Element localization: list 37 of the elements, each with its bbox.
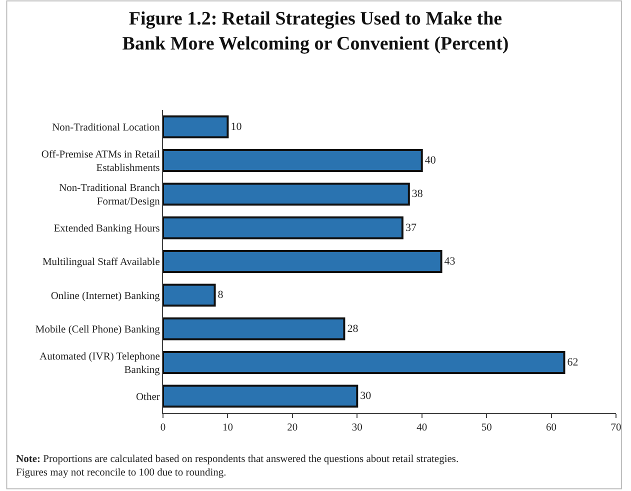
y-tick-label: Non-Traditional Location: [52, 122, 161, 134]
bar: [163, 284, 216, 307]
y-tick-label: Automated (IVR) Telephone Banking: [40, 351, 161, 376]
bar: [163, 317, 346, 340]
data-label: 43: [444, 256, 456, 268]
y-tick-label: Multilingual Staff Available: [42, 257, 160, 268]
bar: [163, 384, 358, 408]
x-tick-label: 30: [352, 422, 362, 434]
y-tick-label: Non-Traditional Branch Format/Design: [59, 183, 161, 208]
bar: [163, 351, 566, 374]
y-tick-label: Off-Premise ATMs in Retail Establishments: [41, 149, 160, 174]
data-label: 40: [424, 154, 436, 166]
x-tick-label: 70: [610, 422, 622, 434]
x-tick-label: 50: [481, 422, 492, 434]
data-label: 38: [412, 188, 424, 200]
x-tick-label: 60: [546, 422, 557, 434]
data-label: 28: [347, 322, 359, 335]
y-tick-label: Mobile (Cell Phone) Banking: [35, 324, 161, 336]
data-label: 37: [405, 222, 417, 234]
bar: [163, 216, 404, 240]
y-tick-label: Other: [136, 392, 160, 403]
text: Note: Proportions are calculated based on respondents that answered the questions about retail strategies. Figures may not reconcile to 100 due to rounding.: [16, 454, 459, 479]
bar: [163, 250, 442, 273]
x-tick-label: 40: [416, 422, 428, 434]
y-tick-label: Online (Internet) Banking: [50, 290, 161, 302]
x-tick-label: 20: [287, 422, 298, 434]
bar: [163, 115, 229, 138]
bar: [163, 182, 410, 206]
bar: [163, 149, 423, 172]
chart-title: Figure 1.2: Retail Strategies Used to Make the Bank More Welcoming or Convenient (Percent): [122, 8, 509, 54]
data-label: 30: [360, 390, 372, 402]
data-label: 10: [230, 120, 242, 133]
x-tick-label: 10: [222, 422, 233, 434]
x-tick-label: 0: [160, 422, 166, 434]
data-label: 8: [218, 289, 224, 302]
data-label: 62: [567, 356, 578, 368]
y-tick-label: Extended Banking Hours: [54, 224, 160, 235]
